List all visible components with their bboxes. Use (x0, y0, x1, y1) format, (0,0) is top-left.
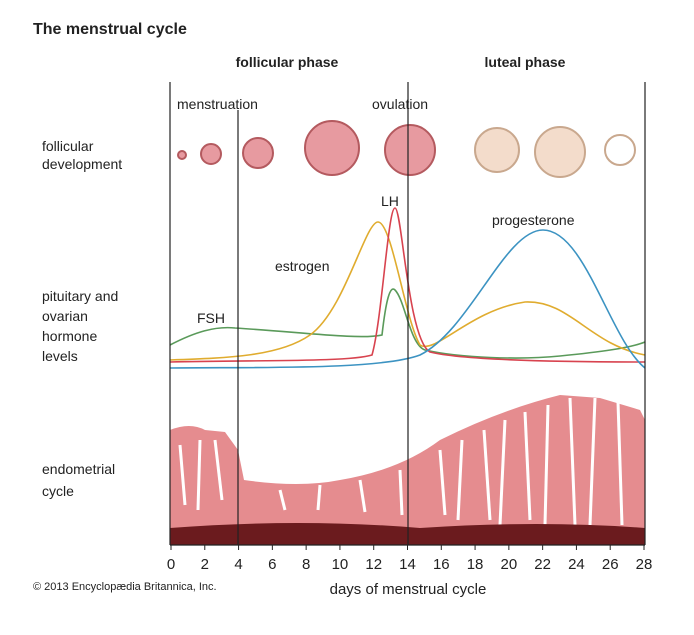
row-label: pituitary and (42, 288, 118, 304)
hormone-label: FSH (197, 310, 225, 326)
tick-label: 16 (433, 556, 450, 573)
tick-label: 18 (467, 556, 484, 573)
tick-label: 24 (568, 556, 585, 573)
row-label: cycle (42, 483, 74, 499)
row-label: development (42, 156, 122, 172)
row-label: hormone (42, 328, 97, 344)
hormone-label: estrogen (275, 258, 329, 274)
phase-label: follicular phase (236, 54, 339, 70)
tick-label: 8 (302, 556, 310, 573)
tick-label: 20 (501, 556, 518, 573)
phase-label: luteal phase (485, 54, 566, 70)
tick-label: 4 (234, 556, 242, 573)
frame (169, 82, 646, 546)
axis-ticks: 0 2 4 6 8 10 12 14 16 18 20 22 24 26 28 (167, 545, 653, 573)
row-label: levels (42, 348, 78, 364)
tick-label: 0 (167, 556, 175, 573)
tick-label: 22 (534, 556, 551, 573)
axis-label: days of menstrual cycle (330, 581, 487, 598)
title: The menstrual cycle (33, 21, 187, 38)
copyright: © 2013 Encyclopædia Britannica, Inc. (33, 581, 217, 593)
hormone-label: LH (381, 193, 399, 209)
tick-label: 14 (399, 556, 416, 573)
follicles (177, 120, 636, 178)
hormone-label: progesterone (492, 212, 575, 228)
tick-label: 26 (602, 556, 619, 573)
tick-label: 12 (365, 556, 382, 573)
event-label: ovulation (372, 96, 428, 112)
row-label: ovarian (42, 308, 88, 324)
tick-label: 2 (201, 556, 209, 573)
row-label: follicular (42, 138, 94, 154)
tick-label: 10 (332, 556, 349, 573)
event-label: menstruation (177, 96, 258, 112)
tick-label: 28 (636, 556, 653, 573)
hormone-curves (169, 207, 646, 369)
row-label: endometrial (42, 461, 115, 477)
tick-label: 6 (268, 556, 276, 573)
